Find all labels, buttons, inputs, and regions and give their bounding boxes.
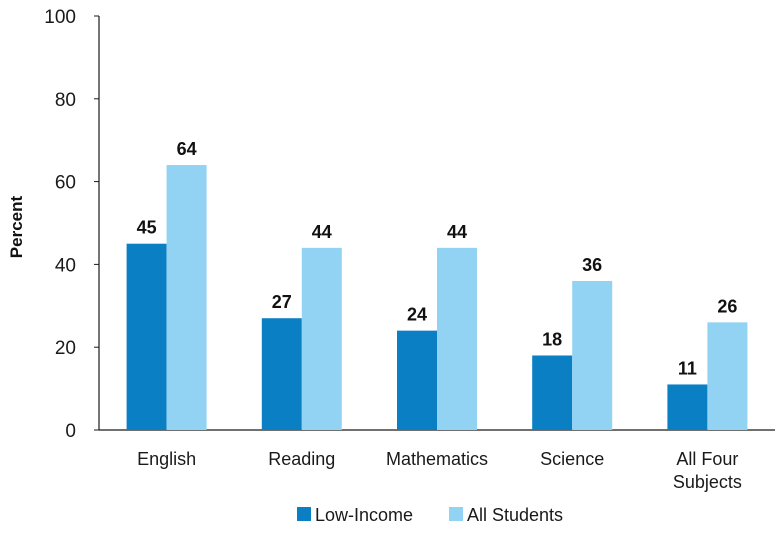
legend-swatch [449, 507, 463, 521]
bar-value-label: 11 [678, 358, 697, 378]
bar-value-label: 27 [272, 292, 292, 312]
bars [126, 165, 748, 431]
x-category-label: Science [540, 449, 604, 469]
y-axis-title: Percent [7, 195, 26, 258]
bar [126, 243, 167, 430]
bar-value-label: 44 [312, 222, 332, 242]
y-tick-label: 0 [65, 421, 76, 442]
x-category-label: English [137, 449, 196, 469]
y-tick-label: 100 [44, 7, 76, 28]
bar-value-label: 64 [177, 139, 197, 159]
data-labels: 45 64 27 44 24 44 18 36 11 26 [137, 139, 738, 378]
legend: Low-Income All Students [297, 505, 563, 525]
bar [707, 322, 748, 430]
legend-swatch [297, 507, 311, 521]
bar-value-label: 18 [542, 329, 562, 349]
bar [572, 280, 613, 430]
x-category-label: All Four [676, 449, 738, 469]
bar-value-label: 24 [407, 305, 427, 325]
bar-value-label: 36 [582, 255, 602, 275]
y-tick-label: 60 [55, 173, 76, 194]
bar [397, 330, 437, 430]
x-category-label: Mathematics [386, 449, 488, 469]
x-category-label: Subjects [673, 472, 742, 492]
y-tick-label: 20 [55, 338, 76, 359]
bar [301, 247, 342, 430]
legend-label: Low-Income [315, 505, 413, 525]
axes: 0 20 40 60 80 100 Percent English Reading Mathema… [7, 7, 775, 492]
bar-value-label: 44 [447, 222, 467, 242]
bar [261, 318, 302, 430]
y-tick-label: 40 [55, 255, 76, 276]
bar-value-label: 45 [137, 218, 157, 238]
y-tick-label: 80 [55, 90, 76, 111]
legend-label: All Students [467, 505, 563, 525]
x-category-label: Reading [268, 449, 335, 469]
bar [532, 355, 573, 430]
bar [166, 165, 207, 431]
bar [667, 384, 708, 430]
bar-value-label: 26 [717, 296, 737, 316]
bar [437, 247, 477, 430]
